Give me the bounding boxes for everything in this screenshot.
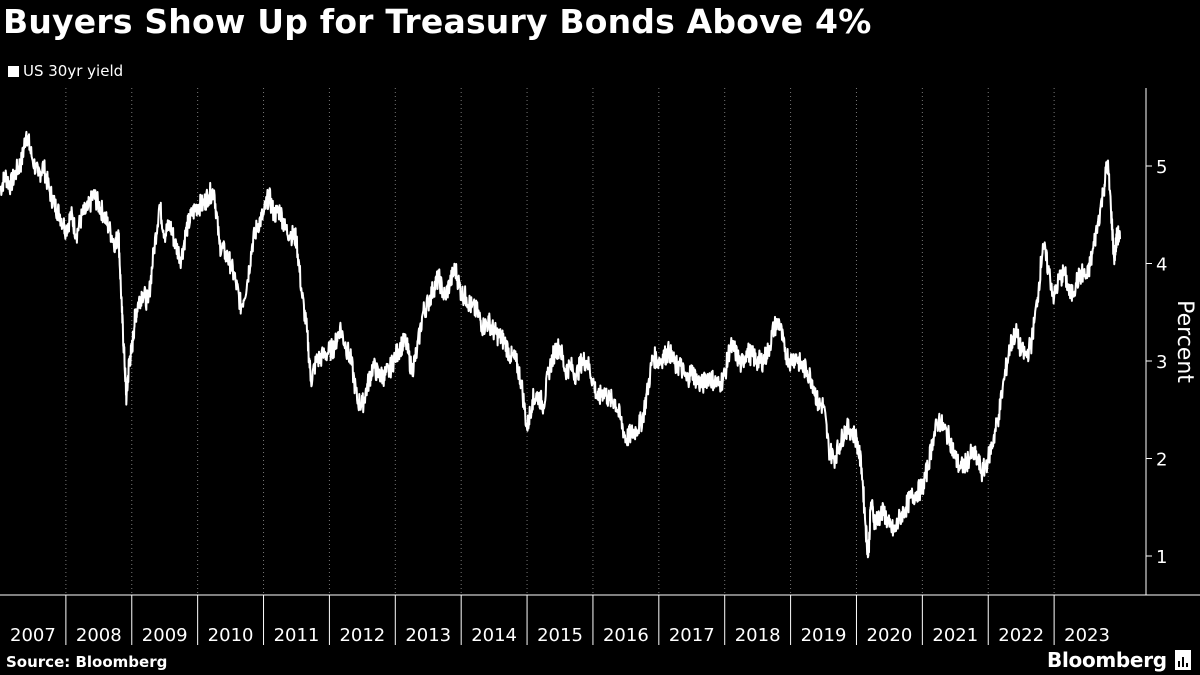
x-tick-label: 2022 xyxy=(998,625,1044,646)
x-tick-label: 2019 xyxy=(801,625,847,646)
x-tick-label: 2018 xyxy=(735,625,781,646)
legend-label: US 30yr yield xyxy=(23,62,124,80)
x-tick-label: 2011 xyxy=(274,625,320,646)
x-tick-label: 2007 xyxy=(10,625,56,646)
x-tick-label: 2010 xyxy=(208,625,254,646)
y-tick-label: 2 xyxy=(1156,450,1167,471)
x-tick-label: 2017 xyxy=(669,625,715,646)
x-tick-label: 2012 xyxy=(339,625,385,646)
y-axis-title: Percent xyxy=(1172,300,1197,383)
x-tick-label: 2021 xyxy=(932,625,978,646)
x-tick-label: 2013 xyxy=(405,625,451,646)
x-tick-label: 2014 xyxy=(471,625,517,646)
x-tick-label: 2008 xyxy=(76,625,122,646)
x-tick-label: 2023 xyxy=(1064,625,1110,646)
x-tick-label: 2016 xyxy=(603,625,649,646)
legend: US 30yr yield xyxy=(8,62,123,80)
bloomberg-logo: Bloomberg xyxy=(1047,648,1191,672)
x-tick-label: 2020 xyxy=(867,625,913,646)
brand-text: Bloomberg xyxy=(1047,648,1167,672)
series-line xyxy=(0,130,1121,559)
x-tick-label: 2015 xyxy=(537,625,583,646)
chart-title: Buyers Show Up for Treasury Bonds Above … xyxy=(3,2,872,41)
x-tick-label: 2009 xyxy=(142,625,188,646)
y-tick-label: 5 xyxy=(1156,157,1167,178)
legend-swatch xyxy=(8,65,19,77)
source-note: Source: Bloomberg xyxy=(6,653,168,671)
y-tick-label: 1 xyxy=(1156,547,1167,568)
y-tick-label: 4 xyxy=(1156,255,1167,276)
bloomberg-terminal-icon xyxy=(1174,650,1191,670)
y-tick-label: 3 xyxy=(1156,352,1167,373)
